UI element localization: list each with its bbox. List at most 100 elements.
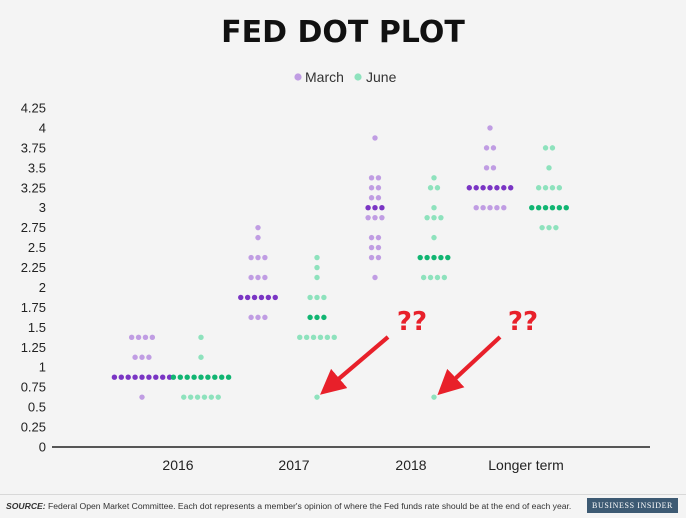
- footer: SOURCE: Federal Open Market Committee. E…: [0, 494, 686, 518]
- chart-title: FED DOT PLOT: [221, 15, 465, 50]
- dot: [441, 274, 448, 281]
- dot: [535, 185, 542, 191]
- median-dot: [535, 205, 542, 211]
- median-dot: [184, 374, 190, 380]
- dot: [375, 244, 382, 251]
- dot: [372, 274, 378, 281]
- median-dot: [508, 185, 514, 191]
- dot: [424, 214, 430, 221]
- annotation-question-marks: ??: [397, 307, 427, 337]
- dot: [368, 234, 375, 241]
- dot: [142, 334, 149, 341]
- y-tick-label: 3: [39, 200, 46, 215]
- x-axis: 2016 2017 2018 Longer term: [162, 457, 563, 473]
- median-dot: [556, 205, 563, 211]
- dot: [181, 394, 187, 400]
- median-dot: [563, 205, 569, 211]
- dot: [368, 254, 375, 261]
- dot: [297, 334, 303, 341]
- dot: [146, 354, 152, 360]
- median-dot: [473, 185, 479, 191]
- legend-label-march: March: [305, 69, 344, 85]
- y-tick-label: 1: [39, 360, 46, 375]
- median-dot: [111, 374, 118, 380]
- median-dot: [372, 205, 378, 211]
- y-tick-label: 2.5: [28, 240, 46, 255]
- median-dot: [177, 374, 183, 380]
- median-dot: [424, 254, 430, 261]
- y-tick-label: 1.75: [21, 300, 46, 315]
- y-tick-label: 2.75: [21, 220, 46, 235]
- y-tick-label: 1.25: [21, 340, 46, 355]
- dot: [198, 334, 204, 341]
- median-dot: [480, 185, 486, 191]
- median-dot: [438, 254, 444, 261]
- median-dot: [132, 374, 138, 380]
- annotation-arrow: [320, 335, 390, 395]
- legend-label-june: June: [366, 69, 397, 85]
- median-dot: [125, 374, 131, 380]
- median-dot: [146, 374, 152, 380]
- dot: [490, 145, 497, 151]
- dot: [368, 185, 375, 191]
- dot: [307, 294, 313, 301]
- dot: [546, 224, 552, 231]
- median-dot: [139, 374, 145, 380]
- x-category-label: Longer term: [488, 457, 563, 473]
- dot: [438, 214, 444, 221]
- median-dot: [153, 374, 159, 380]
- dot: [549, 185, 556, 191]
- dot: [431, 234, 437, 241]
- median-dot: [542, 205, 549, 211]
- median-dot: [445, 254, 451, 261]
- dot: [546, 165, 552, 171]
- dot: [375, 185, 382, 191]
- dot: [473, 205, 479, 211]
- median-dot: [258, 294, 265, 301]
- median-dot: [198, 374, 204, 380]
- dot: [314, 294, 320, 301]
- dot: [375, 254, 382, 261]
- dot: [490, 165, 497, 171]
- y-tick-label: 4: [39, 120, 46, 135]
- median-dot: [160, 374, 166, 380]
- dot: [187, 394, 194, 400]
- y-tick-label: 2.25: [21, 260, 46, 275]
- y-tick-label: 0.25: [21, 420, 46, 435]
- median-dot: [238, 294, 244, 301]
- median-dot: [219, 374, 225, 380]
- dot: [549, 145, 556, 151]
- dot: [494, 205, 500, 211]
- dot: [314, 264, 320, 271]
- y-tick-label: 2: [39, 280, 46, 295]
- y-axis: 0 0.25 0.5 0.75 1 1.25 1.5 1.75 2 2.25 2.5 2.75 3 3.2…: [21, 101, 46, 455]
- median-dot: [166, 374, 173, 380]
- dot: [501, 205, 507, 211]
- dot: [317, 334, 324, 341]
- y-tick-label: 0: [39, 440, 46, 455]
- dot: [372, 135, 378, 141]
- dot: [314, 274, 320, 281]
- dot: [427, 274, 434, 281]
- median-dot: [466, 185, 472, 191]
- dot: [542, 185, 549, 191]
- brand-logo: BUSINESS INSIDER: [587, 498, 678, 513]
- median-dot: [191, 374, 197, 380]
- y-tick-label: 3.25: [21, 180, 46, 195]
- median-dot: [118, 374, 125, 380]
- dot: [487, 125, 493, 131]
- median-dot: [244, 294, 251, 301]
- median-dot: [494, 185, 500, 191]
- y-tick-label: 4.25: [21, 101, 46, 116]
- dot: [262, 314, 268, 321]
- dot: [215, 394, 221, 400]
- y-tick-label: 3.75: [21, 140, 46, 155]
- dot: [139, 354, 145, 360]
- dot: [248, 254, 254, 261]
- dot: [483, 145, 490, 151]
- dot: [324, 334, 331, 341]
- dot: [480, 205, 486, 211]
- dot: [434, 274, 441, 281]
- annotation-arrow: [437, 335, 502, 396]
